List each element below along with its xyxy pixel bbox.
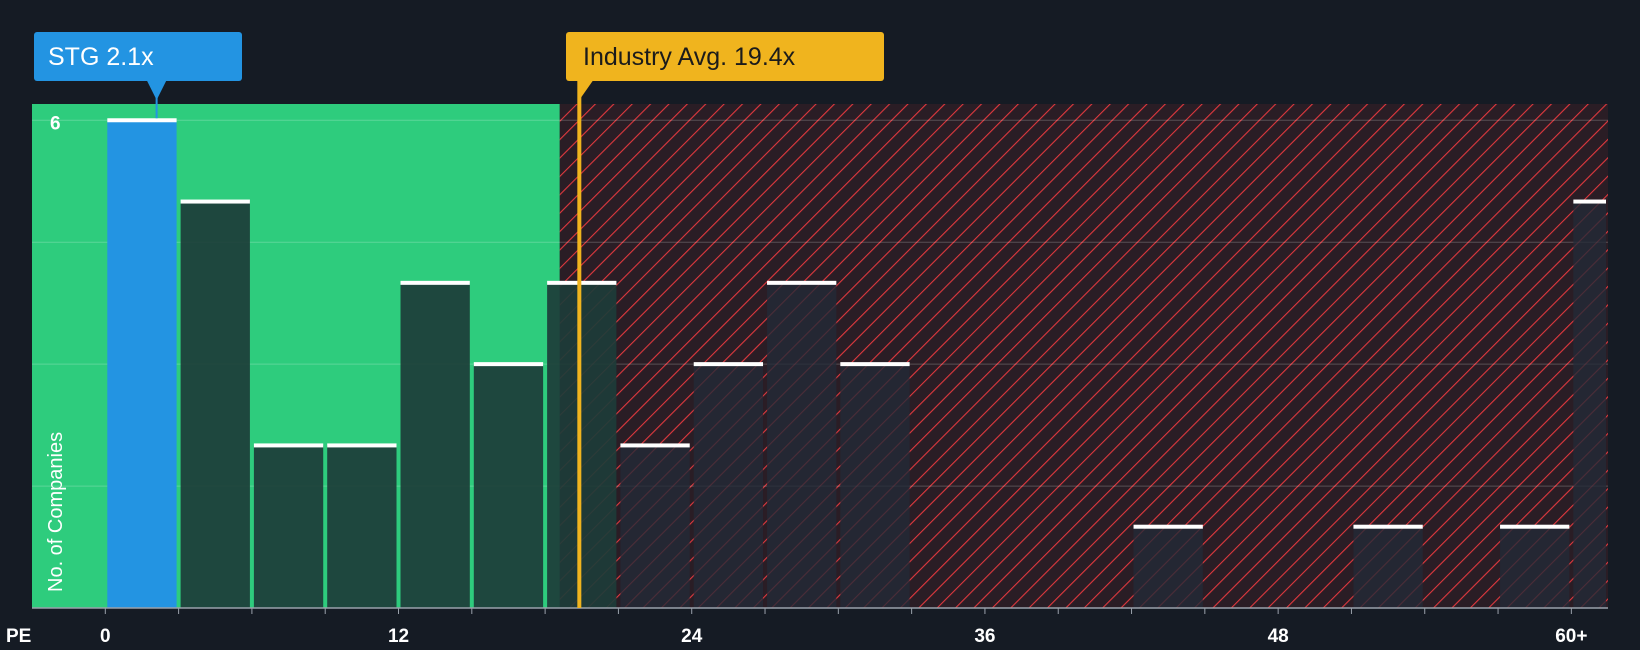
bar-cap — [1573, 199, 1606, 204]
histogram-bar — [767, 282, 837, 608]
x-tick-label: 48 — [1268, 626, 1289, 647]
stock-callout-pointer — [146, 80, 167, 100]
bar-cap — [840, 362, 910, 367]
histogram-bar — [180, 201, 250, 608]
bar-cap — [693, 362, 764, 367]
bar-cap — [327, 443, 397, 448]
x-tick-label: 0 — [100, 626, 111, 647]
bar-cap — [1133, 524, 1203, 529]
x-tick-label: 24 — [681, 626, 703, 647]
x-axis-label: PE — [6, 626, 31, 647]
bar-cap — [253, 443, 324, 448]
industry-callout-label: Industry Avg. 19.4x — [583, 43, 796, 71]
y-axis-label: No. of Companies — [45, 432, 67, 592]
histogram-bar — [473, 364, 544, 608]
histogram-bar — [1500, 526, 1570, 608]
stock-callout-label: STG 2.1x — [48, 43, 154, 71]
x-tick-label: 36 — [974, 626, 995, 647]
histogram-bar — [547, 282, 617, 608]
histogram-bar — [1133, 526, 1203, 608]
x-tick-label: 60+ — [1555, 626, 1587, 647]
y-tick-label: 6 — [50, 113, 61, 134]
histogram-bar — [253, 445, 324, 608]
bar-cap — [767, 280, 837, 285]
histogram-bar — [840, 364, 910, 608]
histogram-bar — [693, 364, 764, 608]
histogram-bar — [620, 445, 690, 608]
stock-bar — [107, 120, 177, 609]
histogram-bar — [1353, 526, 1423, 608]
bar-cap — [1500, 524, 1570, 529]
bar-cap — [400, 280, 470, 285]
bar-cap — [473, 362, 544, 367]
bar-cap — [107, 118, 177, 123]
bar-cap — [620, 443, 690, 448]
industry-callout-pointer — [577, 80, 594, 100]
histogram-bar — [327, 445, 397, 608]
bar-cap — [180, 199, 250, 204]
histogram-bar — [1573, 201, 1606, 608]
x-tick-label: 12 — [388, 626, 409, 647]
industry-callout-box — [566, 32, 884, 81]
stock-callout-box — [34, 32, 242, 81]
industry-avg-line — [577, 72, 582, 608]
histogram-bar — [400, 282, 470, 608]
bar-cap — [547, 280, 617, 285]
bar-cap — [1353, 524, 1423, 529]
